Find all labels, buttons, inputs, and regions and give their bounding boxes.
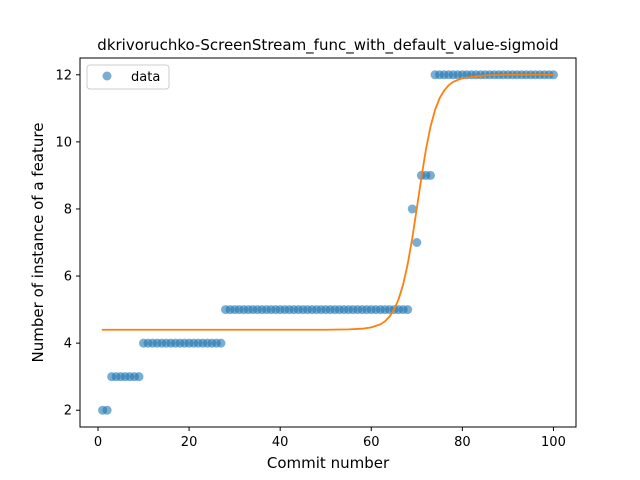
x-tick-label: 20	[181, 435, 198, 450]
x-axis-label: Commit number	[267, 454, 390, 472]
y-tick-label: 10	[55, 135, 72, 150]
x-tick-label: 100	[541, 435, 566, 450]
data-point	[134, 372, 144, 382]
y-axis-label: Number of instance of a feature	[29, 123, 47, 363]
y-tick-label: 2	[64, 404, 72, 419]
data-point	[425, 170, 435, 180]
data-point	[102, 405, 112, 415]
x-tick-label: 40	[272, 435, 289, 450]
legend: data	[86, 64, 170, 90]
chart-marks	[98, 70, 558, 415]
axis-ticks: 0 20 40 60 80 100 2 4 6 8 10 12	[55, 68, 565, 450]
y-tick-label: 6	[64, 270, 72, 285]
chart-title: dkrivoruchko-ScreenStream_func_with_defa…	[97, 36, 558, 55]
x-tick-label: 80	[454, 435, 471, 450]
legend-marker	[102, 71, 112, 81]
axes-frame	[79, 57, 577, 428]
legend-label: data	[131, 70, 160, 85]
y-tick-label: 4	[64, 337, 72, 352]
x-tick-label: 60	[363, 435, 380, 450]
y-tick-label: 8	[64, 202, 72, 217]
x-tick-label: 0	[94, 435, 102, 450]
sigmoid-fit-line	[101, 73, 555, 331]
data-point	[403, 305, 413, 315]
data-point	[412, 238, 422, 247]
data-point	[407, 204, 417, 214]
data-point	[216, 338, 226, 348]
y-tick-label: 12	[55, 68, 72, 83]
legend-box	[86, 64, 170, 90]
